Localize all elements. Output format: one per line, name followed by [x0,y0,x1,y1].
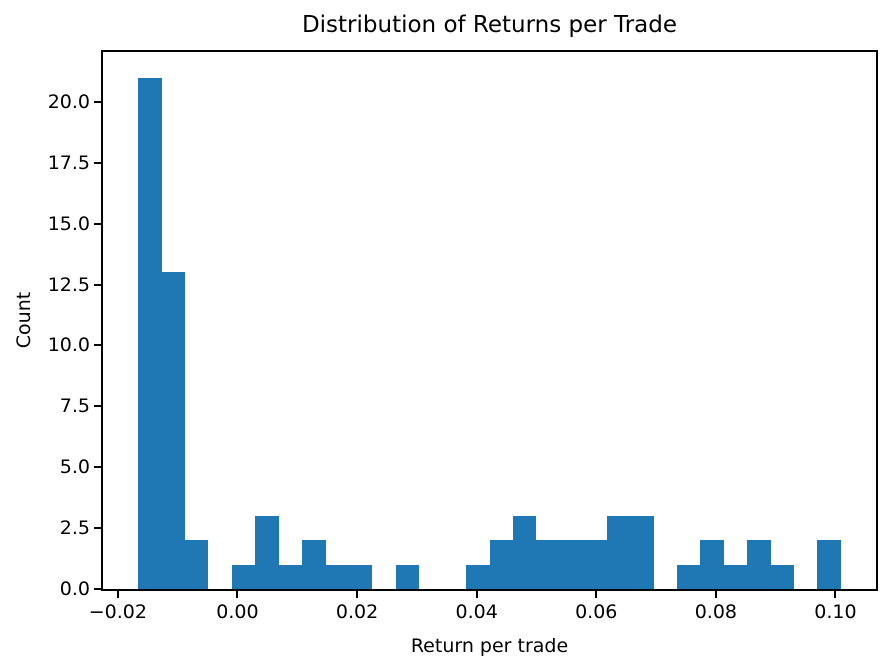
plot-area [101,50,878,591]
y-tick [94,527,101,530]
y-tick [94,100,101,103]
x-tick [116,591,119,598]
x-tick-label: −0.02 [88,601,147,623]
x-tick-label: 0.00 [216,601,259,623]
y-tick-label: 15.0 [47,212,90,235]
x-axis-label: Return per trade [410,635,569,657]
y-tick [94,344,101,347]
y-tick [94,466,101,469]
x-tick [834,591,837,598]
y-tick-label: 20.0 [47,90,90,113]
x-tick [236,591,239,598]
x-tick [356,591,359,598]
y-tick [94,588,101,590]
y-tick-label: 17.5 [47,151,90,174]
y-axis-label: Count [13,291,35,349]
y-tick-label: 2.5 [59,517,90,540]
x-tick [475,591,478,598]
y-tick [94,222,101,225]
y-tick [94,405,101,408]
y-tick-label: 5.0 [59,456,90,479]
x-tick-label: 0.02 [335,601,379,623]
y-tick-label: 0.0 [59,578,90,600]
x-tick-label: 0.08 [694,601,737,623]
x-tick [595,591,598,598]
x-tick-label: 0.06 [575,601,618,623]
x-tick-label: 0.10 [814,601,857,623]
x-tick-label: 0.04 [455,601,498,623]
x-tick [714,591,717,598]
y-tick-label: 7.5 [59,395,90,418]
y-tick [94,283,101,286]
y-tick [94,161,101,164]
chart-title: Distribution of Returns per Trade [301,12,678,38]
